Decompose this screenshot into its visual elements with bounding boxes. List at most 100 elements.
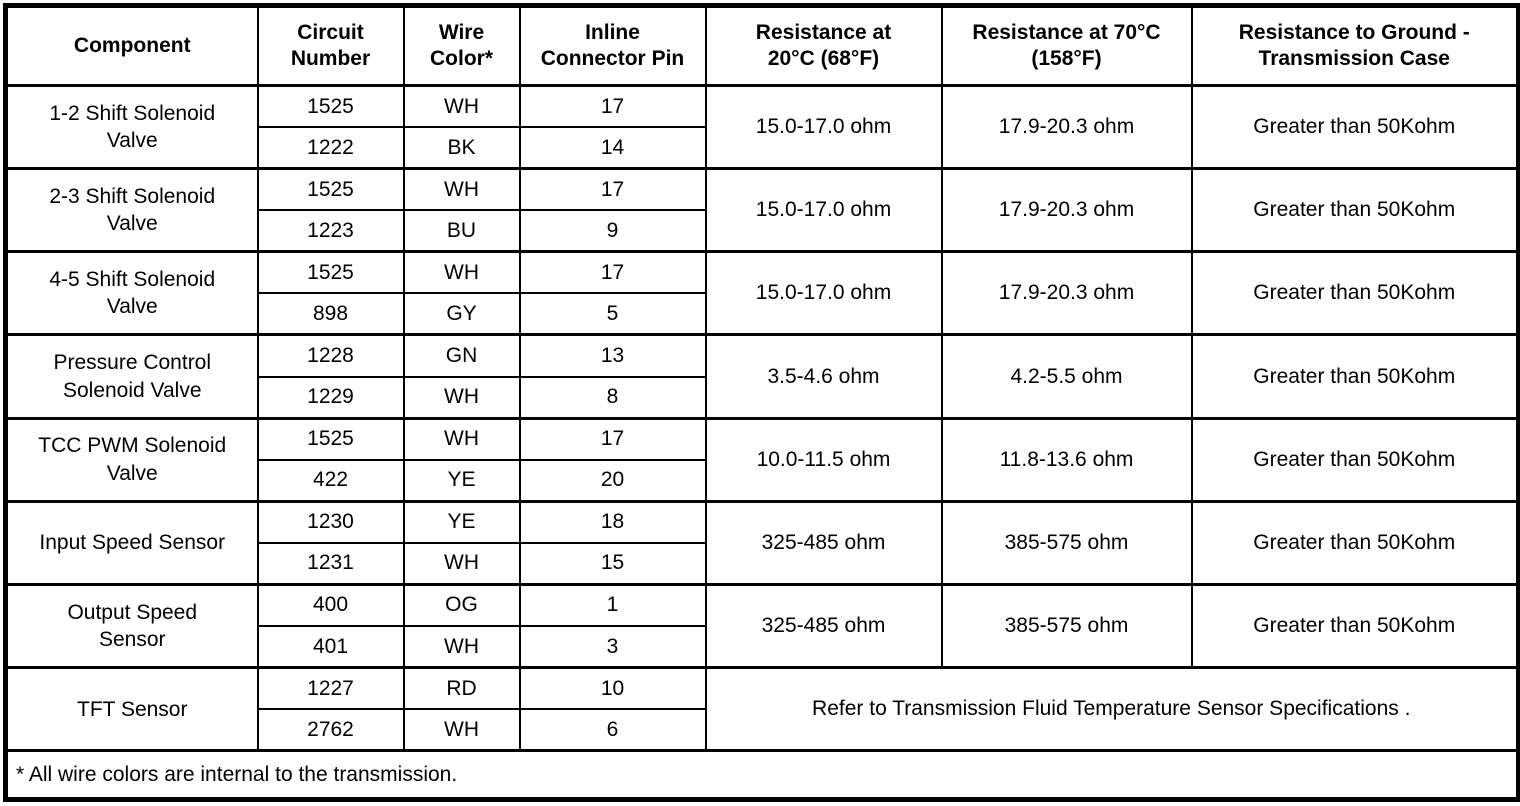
cell-connector-pin: 17 <box>518 167 707 212</box>
cell-circuit-number: 1525 <box>256 250 405 295</box>
header-circuit-number: Circuit Number <box>256 4 405 87</box>
cell-wire-color: BU <box>402 209 521 253</box>
cell-circuit-number: 1525 <box>256 167 405 212</box>
cell-resistance-ground: Greater than 50Kohm <box>1190 250 1520 336</box>
header-inline-connector-pin: Inline Connector Pin <box>518 4 707 87</box>
cell-resistance-20c: 15.0-17.0 ohm <box>704 83 943 170</box>
cell-wire-color: YE <box>402 458 521 503</box>
cell-resistance-70c: 385-575 ohm <box>940 499 1193 586</box>
cell-connector-pin: 20 <box>518 458 707 503</box>
cell-connector-pin: 18 <box>518 499 707 544</box>
cell-resistance-20c: 325-485 ohm <box>704 582 943 669</box>
cell-connector-pin: 9 <box>518 209 707 253</box>
cell-resistance-ground: Greater than 50Kohm <box>1190 333 1520 420</box>
table-row: 401 WH 3 <box>6 625 1519 669</box>
cell-wire-color: GY <box>402 292 521 336</box>
cell-component: 4-5 Shift Solenoid Valve <box>4 250 259 336</box>
cell-component: 1-2 Shift Solenoid Valve <box>4 83 259 170</box>
cell-resistance-70c: 11.8-13.6 ohm <box>940 416 1193 503</box>
cell-connector-pin: 14 <box>518 126 707 170</box>
cell-connector-pin: 17 <box>518 250 707 295</box>
cell-resistance-70c: 17.9-20.3 ohm <box>940 250 1193 336</box>
cell-wire-color: WH <box>402 416 521 461</box>
cell-resistance-70c: 17.9-20.3 ohm <box>940 167 1193 253</box>
cell-wire-color: WH <box>402 541 521 586</box>
cell-circuit-number: 1229 <box>256 375 405 420</box>
cell-wire-color: BK <box>402 126 521 170</box>
cell-resistance-70c: 4.2-5.5 ohm <box>940 333 1193 420</box>
table-row: 1229 WH 8 <box>6 375 1519 420</box>
cell-resistance-70c: 17.9-20.3 ohm <box>940 83 1193 170</box>
cell-circuit-number: 898 <box>256 292 405 336</box>
cell-resistance-20c: 325-485 ohm <box>704 499 943 586</box>
cell-connector-pin: 3 <box>518 625 707 669</box>
cell-circuit-number: 1228 <box>256 333 405 378</box>
cell-connector-pin: 8 <box>518 375 707 420</box>
table-row: 2-3 Shift Solenoid Valve 1525 WH 17 15.0… <box>4 167 1520 253</box>
table-row: 4-5 Shift Solenoid Valve 1525 WH 17 15.0… <box>4 250 1520 336</box>
cell-circuit-number: 1525 <box>256 416 405 461</box>
table-row: 1-2 Shift Solenoid Valve 1525 WH 17 15.0… <box>4 83 1520 170</box>
cell-resistance-ground: Greater than 50Kohm <box>1190 499 1520 586</box>
solenoid-sensor-resistance-table: Component Circuit Number Wire Color* Inl… <box>3 3 1520 802</box>
cell-connector-pin: 6 <box>518 708 707 752</box>
table-row: 898 GY 5 <box>6 292 1519 336</box>
table-row: TFT Sensor 1227 RD 10 Refer to Transmiss… <box>4 666 1520 752</box>
cell-circuit-number: 1222 <box>256 126 405 170</box>
cell-component: Output Speed Sensor <box>4 582 259 669</box>
header-wire-color: Wire Color* <box>402 4 521 87</box>
table-row: 2762 WH 6 <box>6 708 1519 752</box>
cell-circuit-number: 1227 <box>256 666 405 711</box>
cell-circuit-number: 2762 <box>256 708 405 752</box>
cell-resistance-ground: Greater than 50Kohm <box>1190 83 1520 170</box>
header-component: Component <box>4 4 259 87</box>
table-row: Input Speed Sensor 1230 YE 18 325-485 oh… <box>4 499 1520 586</box>
cell-wire-color: WH <box>402 250 521 295</box>
cell-wire-color: GN <box>402 333 521 378</box>
cell-connector-pin: 10 <box>518 666 707 711</box>
cell-circuit-number: 1230 <box>256 499 405 544</box>
header-resistance-70c: Resistance at 70°C (158°F) <box>940 4 1193 87</box>
table-row: Pressure Control Solenoid Valve 1228 GN … <box>4 333 1520 420</box>
header-resistance-20c: Resistance at 20°C (68°F) <box>704 4 943 87</box>
cell-wire-color: WH <box>402 708 521 752</box>
footnote-text: * All wire colors are internal to the tr… <box>4 749 1520 801</box>
cell-connector-pin: 13 <box>518 333 707 378</box>
cell-wire-color: YE <box>402 499 521 544</box>
cell-connector-pin: 17 <box>518 416 707 461</box>
cell-wire-color: OG <box>402 582 521 628</box>
cell-circuit-number: 1231 <box>256 541 405 586</box>
cell-connector-pin: 1 <box>518 582 707 628</box>
cell-resistance-70c: 385-575 ohm <box>940 582 1193 669</box>
footnote-row: * All wire colors are internal to the tr… <box>4 749 1520 801</box>
cell-wire-color: WH <box>402 375 521 420</box>
cell-wire-color: WH <box>402 84 521 129</box>
table-row: TCC PWM Solenoid Valve 1525 WH 17 10.0-1… <box>4 416 1520 503</box>
header-resistance-ground: Resistance to Ground - Transmission Case <box>1190 4 1520 87</box>
cell-circuit-number: 422 <box>256 458 405 503</box>
cell-wire-color: WH <box>402 625 521 669</box>
cell-component: Pressure Control Solenoid Valve <box>4 333 259 420</box>
table-row: 1231 WH 15 <box>6 541 1519 586</box>
cell-circuit-number: 401 <box>256 625 405 669</box>
table-row: 1222 BK 14 <box>6 126 1519 170</box>
cell-component: Input Speed Sensor <box>4 499 259 586</box>
cell-component: 2-3 Shift Solenoid Valve <box>4 167 259 253</box>
header-row: Component Circuit Number Wire Color* Inl… <box>4 4 1520 87</box>
cell-resistance-20c: 15.0-17.0 ohm <box>704 250 943 336</box>
cell-resistance-20c: 15.0-17.0 ohm <box>704 167 943 253</box>
cell-connector-pin: 17 <box>518 84 707 129</box>
cell-tft-note: Refer to Transmission Fluid Temperature … <box>704 666 1520 752</box>
cell-resistance-20c: 3.5-4.6 ohm <box>704 333 943 420</box>
cell-connector-pin: 15 <box>518 541 707 586</box>
cell-circuit-number: 1525 <box>256 84 405 129</box>
cell-component: TFT Sensor <box>4 666 259 752</box>
cell-connector-pin: 5 <box>518 292 707 336</box>
table-row: 1223 BU 9 <box>6 209 1519 253</box>
cell-circuit-number: 1223 <box>256 209 405 253</box>
cell-resistance-20c: 10.0-11.5 ohm <box>704 416 943 503</box>
table-row: 422 YE 20 <box>6 458 1519 503</box>
cell-wire-color: RD <box>402 666 521 711</box>
cell-resistance-ground: Greater than 50Kohm <box>1190 582 1520 669</box>
